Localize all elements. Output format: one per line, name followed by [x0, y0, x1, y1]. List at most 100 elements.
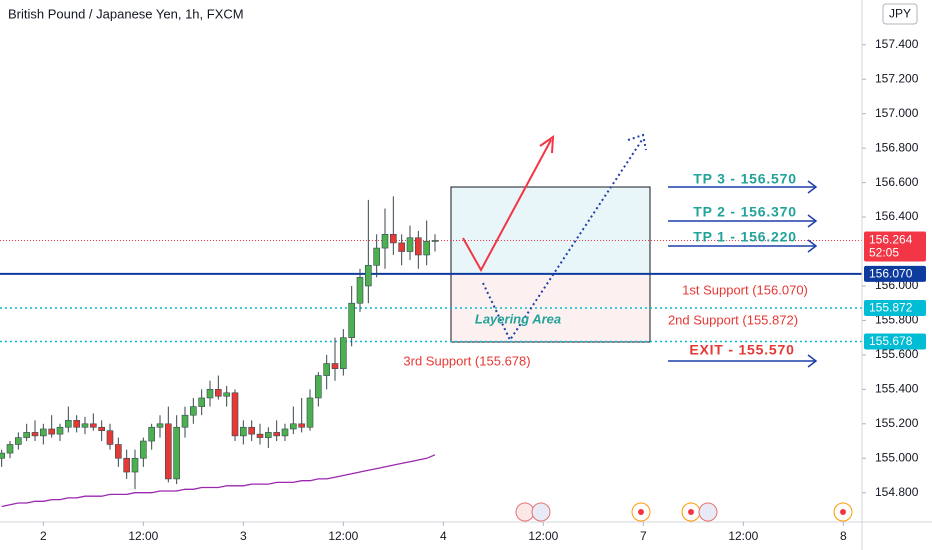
annotation: 1st Support (156.070)	[682, 282, 808, 297]
candle-body	[290, 423, 297, 430]
candle-body	[90, 423, 97, 428]
price-label-box	[864, 265, 926, 282]
candle-body	[40, 428, 47, 437]
candle-body	[115, 444, 122, 459]
candle-body	[240, 426, 247, 437]
y-tick-label: 155.600	[875, 347, 919, 361]
candle-body	[248, 426, 255, 435]
chart-title: British Pound / Japanese Yen, 1h, FXCM	[8, 6, 244, 21]
annotation: TP 2 - 156.370	[693, 204, 797, 220]
candle-body	[56, 426, 64, 435]
x-tick-label: 12:00	[728, 529, 758, 543]
candle-body	[273, 432, 280, 437]
candle-body	[381, 233, 389, 249]
last-price-box	[864, 231, 926, 262]
y-tick-label: 154.800	[875, 485, 919, 499]
candle-body	[323, 363, 330, 376]
x-tick-label: 3	[240, 529, 247, 543]
candle-body	[181, 414, 189, 428]
candle-body	[281, 428, 289, 437]
candle-body	[65, 420, 72, 428]
price-label: 155.678	[869, 334, 913, 348]
candle-body	[223, 392, 230, 397]
y-tick-label: 157.000	[875, 106, 919, 120]
candle-body	[6, 444, 14, 454]
candle-body	[0, 452, 5, 459]
candle-body	[406, 237, 414, 252]
annotation: TP 3 - 156.570	[693, 171, 797, 187]
candle-body	[31, 432, 39, 437]
candle-body	[15, 437, 22, 445]
y-tick-label: 156.400	[875, 209, 919, 223]
price-label-box	[864, 300, 926, 317]
candle-body	[106, 430, 114, 445]
x-tick-label: 12:00	[128, 529, 158, 543]
y-tick-label: 155.000	[875, 450, 919, 464]
price-label-box	[864, 333, 926, 350]
candle-body	[365, 265, 372, 287]
y-tick-label: 157.400	[875, 37, 919, 51]
candle-body	[348, 302, 355, 338]
candle-body	[73, 420, 80, 428]
candle-body	[398, 242, 405, 252]
blue-arrow-head	[627, 133, 647, 151]
annotation: EXIT - 155.570	[689, 342, 794, 358]
y-tick-label: 155.800	[875, 313, 919, 327]
y-tick-label: 157.200	[875, 71, 919, 85]
candle-body	[148, 426, 155, 442]
event-icons	[515, 502, 853, 522]
candle-body	[256, 433, 264, 438]
candle-body	[390, 233, 397, 244]
candle-body	[81, 423, 89, 428]
last-price-label: 156.264	[869, 233, 913, 247]
candle-body	[23, 432, 30, 438]
candle-body	[415, 237, 422, 256]
candle-body	[356, 277, 364, 304]
candle-body	[331, 363, 339, 369]
annotation: 3rd Support (155.678)	[403, 353, 530, 368]
candle-body	[98, 426, 105, 431]
x-tick-label: 7	[640, 529, 647, 543]
annotation: 2nd Support (155.872)	[668, 312, 798, 327]
candle-body	[165, 423, 172, 480]
candle-body	[48, 428, 55, 435]
candle-body	[156, 423, 164, 428]
annotation: TP 1 - 156.220	[693, 229, 797, 245]
blue-arrow	[482, 139, 643, 343]
candle-body	[215, 389, 222, 397]
red-arrow-head	[539, 135, 555, 154]
y-tick-label: 156.600	[875, 175, 919, 189]
candle-body	[173, 426, 180, 480]
annotation: Layering Area	[475, 311, 561, 326]
candle-body	[198, 397, 205, 407]
candle-body	[140, 440, 147, 459]
candle-body	[190, 406, 197, 416]
x-tick-label: 4	[440, 529, 447, 543]
candle-body	[298, 423, 305, 428]
candle-body	[206, 389, 214, 399]
y-tick-label: 155.400	[875, 382, 919, 396]
red-arrow	[462, 139, 552, 273]
currency-badge[interactable]	[882, 3, 918, 25]
candle-body	[131, 457, 139, 473]
y-tick-label: 155.200	[875, 416, 919, 430]
candle-body	[431, 240, 439, 242]
price-label: 156.070	[869, 267, 913, 281]
currency: JPY	[889, 7, 911, 21]
candle-body	[231, 392, 239, 437]
target-arrows	[668, 180, 818, 368]
candle-body	[340, 337, 347, 369]
x-tick-label: 12:00	[528, 529, 558, 543]
candle-body	[373, 247, 380, 266]
candle-body	[306, 397, 314, 428]
candle-body	[315, 375, 322, 399]
tp-zone	[450, 186, 651, 275]
candle-body	[423, 240, 430, 256]
countdown: 52:05	[869, 246, 899, 260]
moving-average	[1, 454, 436, 508]
y-tick-label: 156.800	[875, 140, 919, 154]
x-tick-label: 8	[840, 529, 847, 543]
candle-body	[123, 457, 130, 473]
candle-body	[265, 432, 272, 438]
